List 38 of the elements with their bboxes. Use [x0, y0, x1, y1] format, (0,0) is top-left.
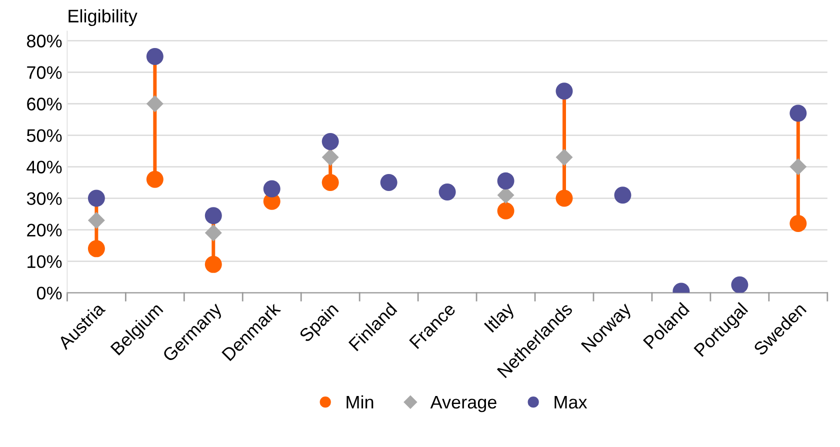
y-axis-title: Eligibility [68, 9, 138, 26]
y-tick-label: 80% [26, 34, 62, 48]
point [380, 174, 398, 192]
point [88, 240, 105, 258]
point [556, 82, 573, 100]
point [497, 172, 514, 190]
point [204, 224, 222, 242]
point [322, 148, 339, 166]
point [88, 212, 105, 229]
point [322, 133, 339, 150]
legend-label: Max [554, 396, 588, 409]
point [88, 190, 105, 207]
point [438, 183, 456, 200]
point [790, 158, 807, 176]
y-tick-label: 20% [27, 224, 62, 236]
point [614, 186, 632, 204]
point [731, 276, 748, 293]
legend-label: Average [430, 396, 496, 412]
point [146, 48, 164, 65]
legend-label: Min [346, 395, 374, 408]
y-tick-label: 10% [28, 255, 62, 268]
y-tick-label: 50% [26, 129, 62, 142]
point [790, 214, 807, 232]
y-tick-label: 60% [27, 98, 62, 110]
point [790, 104, 807, 122]
point [204, 207, 222, 224]
point [322, 174, 339, 192]
point [556, 190, 573, 207]
y-tick-label: 30% [26, 192, 62, 205]
point [204, 256, 222, 273]
y-tick-label: 40% [26, 160, 62, 174]
point [263, 180, 280, 198]
y-tick-label: 0% [36, 286, 62, 300]
point [556, 148, 573, 166]
point [146, 95, 164, 112]
point [497, 202, 514, 220]
point [146, 170, 164, 188]
y-tick-label: 70% [27, 66, 62, 79]
